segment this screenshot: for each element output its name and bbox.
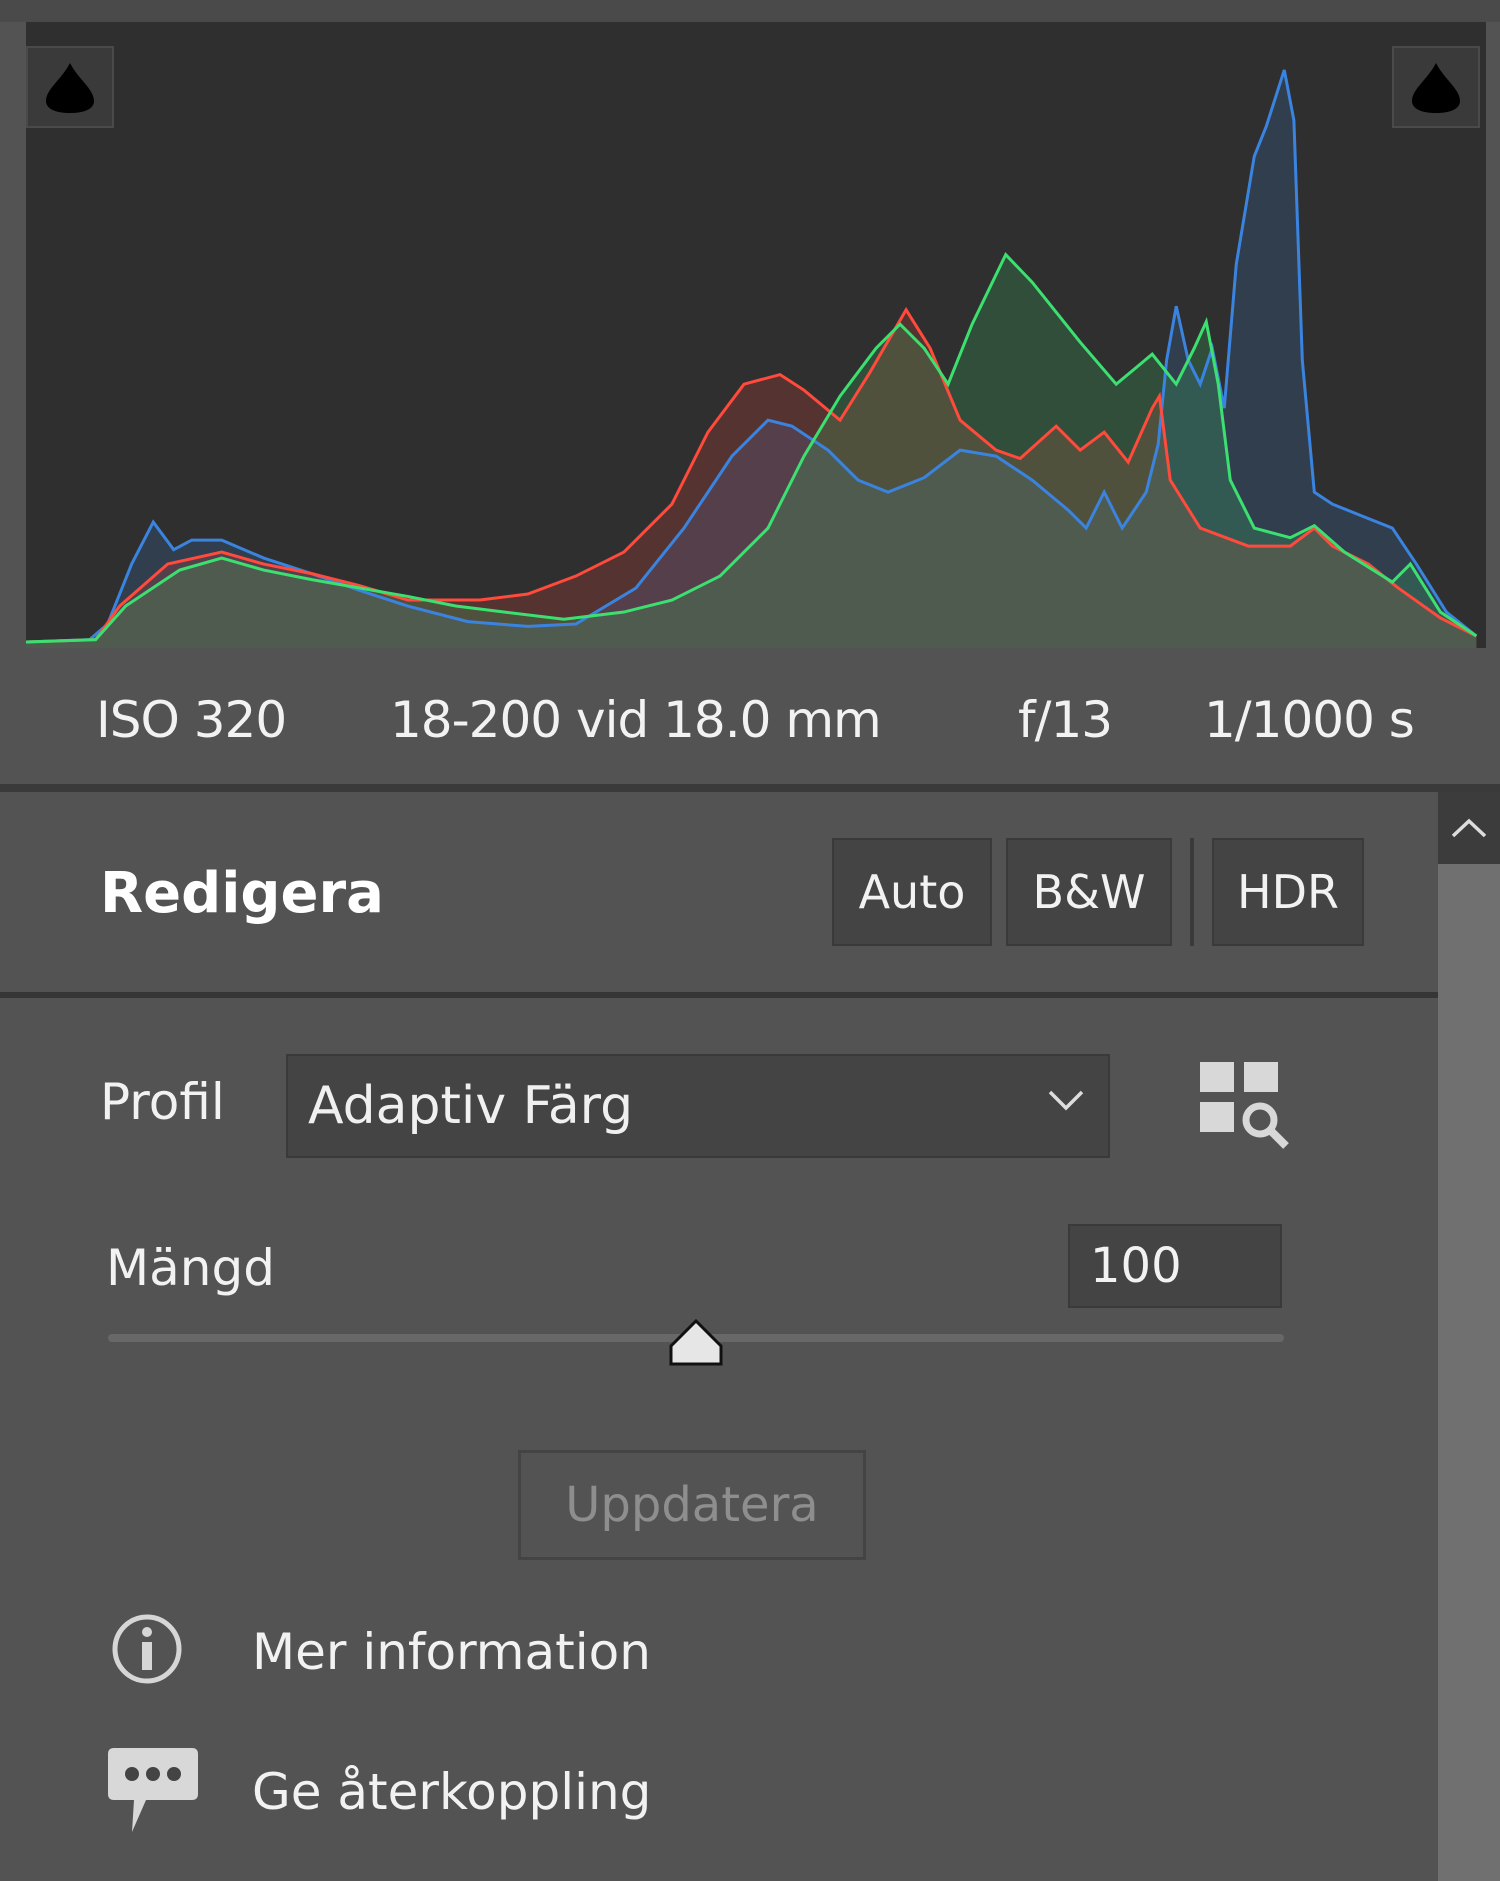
green-channel-line <box>26 255 1476 642</box>
profile-browser-button[interactable] <box>1200 1062 1292 1150</box>
bw-button[interactable]: B&W <box>1006 838 1172 946</box>
top-strip <box>0 0 1500 22</box>
amount-label: Mängd <box>106 1239 275 1297</box>
divider <box>0 784 1500 792</box>
red-channel-fill <box>26 309 1477 648</box>
hdr-button[interactable]: HDR <box>1212 838 1364 946</box>
grid-search-icon <box>1200 1062 1289 1149</box>
green-channel-fill <box>26 254 1477 648</box>
blue-channel-fill <box>26 69 1477 648</box>
panel-title: Redigera <box>100 861 384 926</box>
chevron-down-icon <box>1048 1090 1084 1111</box>
amount-slider-thumb[interactable] <box>667 1318 725 1368</box>
iso-readout: ISO 320 <box>96 691 287 749</box>
info-icon <box>110 1612 184 1690</box>
divider <box>0 992 1438 998</box>
chevron-up-icon <box>1451 818 1487 838</box>
aperture-readout: f/13 <box>1018 691 1113 749</box>
more-info-link[interactable]: Mer information <box>252 1623 651 1681</box>
blue-channel-line <box>26 70 1476 642</box>
histogram <box>26 22 1486 648</box>
feedback-link[interactable]: Ge återkoppling <box>252 1763 652 1821</box>
amount-input[interactable]: 100 <box>1068 1224 1282 1308</box>
histogram-graph <box>26 22 1486 648</box>
droplet-icon <box>46 63 94 113</box>
slider-thumb-icon <box>669 1318 723 1366</box>
lens-readout: 18-200 vid 18.0 mm <box>390 691 882 749</box>
red-channel-line <box>26 310 1476 642</box>
scrollbar-track[interactable] <box>1438 864 1500 1881</box>
button-separator <box>1190 838 1194 946</box>
profile-dropdown[interactable]: Adaptiv Färg <box>286 1054 1110 1158</box>
feedback-icon <box>106 1744 200 1838</box>
edit-header <box>0 792 1438 994</box>
profile-label: Profil <box>100 1073 225 1131</box>
profile-value: Adaptiv Färg <box>308 1076 634 1136</box>
highlight-clipping-toggle[interactable] <box>1392 46 1480 128</box>
scroll-up-button[interactable] <box>1438 792 1500 864</box>
update-button[interactable]: Uppdatera <box>518 1450 866 1560</box>
shadow-clipping-toggle[interactable] <box>26 46 114 128</box>
auto-button[interactable]: Auto <box>832 838 992 946</box>
droplet-icon <box>1412 63 1460 113</box>
shutter-readout: 1/1000 s <box>1204 691 1415 749</box>
